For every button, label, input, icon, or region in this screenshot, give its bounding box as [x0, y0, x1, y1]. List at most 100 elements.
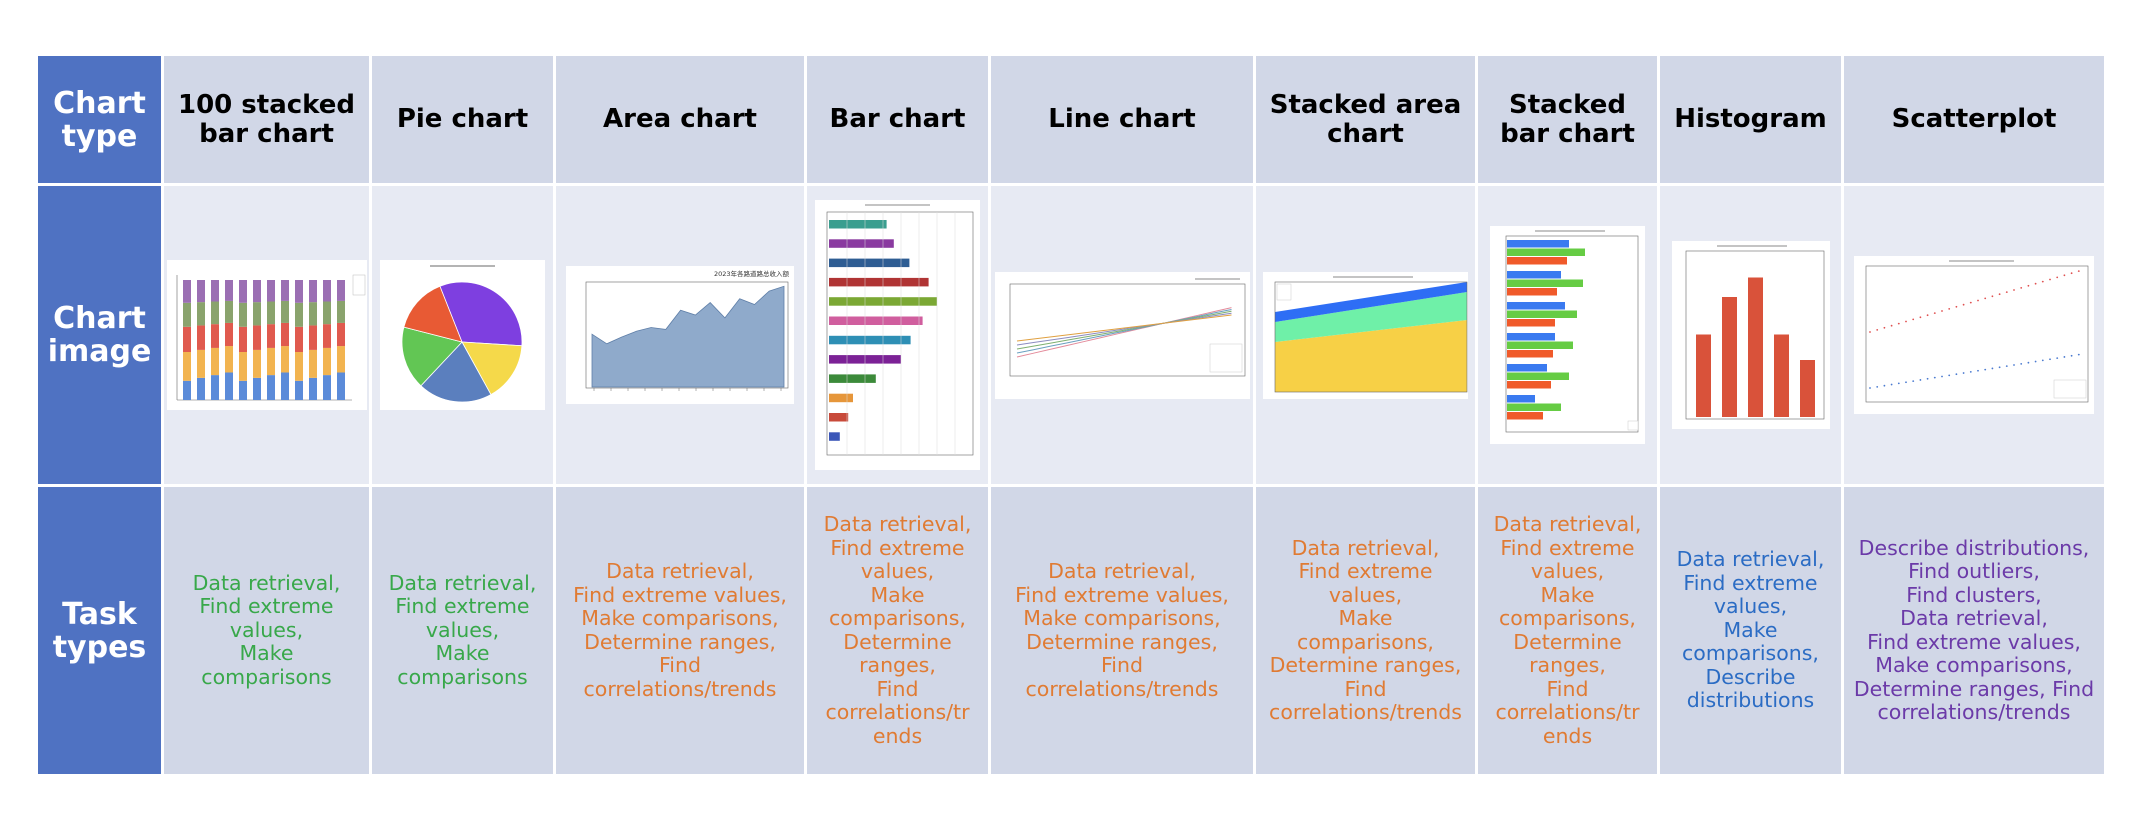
scatter-point: [1998, 293, 2001, 296]
scatter-point: [1977, 299, 1979, 302]
scatter-point: [2027, 284, 2030, 287]
thumbnail-histogram: [1671, 241, 1830, 429]
tasks-stacked-area-chart: Data retrieval, Find extreme values, Mak…: [1256, 487, 1475, 774]
scatter-point: [2020, 287, 2023, 289]
stacked-bar-segment: [210, 375, 219, 400]
stacked-bar-segment: [224, 346, 233, 373]
stacked-bar-segment: [266, 375, 275, 400]
header-scatterplot: Scatterplot: [1844, 56, 2104, 183]
stacked-bar-segment: [280, 280, 289, 301]
chart-type-table: Chart type 100 stacked bar chart Pie cha…: [35, 53, 2107, 777]
scatter-point: [2063, 356, 2066, 358]
header-bar-chart: Bar chart: [807, 56, 988, 183]
scatter-point: [2049, 278, 2051, 281]
stacked-bar-segment: [252, 302, 261, 326]
header-area-chart: Area chart: [556, 56, 804, 183]
line-series: [1016, 312, 1232, 345]
scatter-point: [1941, 310, 1943, 312]
thumbnail-scatterplot: [1854, 256, 2094, 414]
stacked-bar-segment: [196, 325, 205, 350]
image-cell-pie: [372, 186, 553, 484]
stacked-bar-segment: [294, 380, 303, 400]
scatter-point: [2041, 280, 2044, 283]
image-cell-bar: [807, 186, 988, 484]
stacked-bar: [1507, 381, 1551, 389]
tasks-100-stacked-bar-chart: Data retrieval, Find extreme values, Mak…: [164, 487, 369, 774]
horizontal-bar: [829, 277, 929, 287]
pie-slice: [403, 285, 463, 343]
line-series: [1016, 310, 1232, 349]
tasks-area-chart: Data retrieval, Find extreme values, Mak…: [556, 487, 804, 774]
stacked-bar-segment: [294, 280, 303, 303]
scatter-point: [2005, 291, 2008, 293]
header-100-stacked-bar-chart: 100 stacked bar chart: [164, 56, 369, 183]
stacked-bar: [1507, 288, 1557, 296]
horizontal-bar: [829, 413, 849, 422]
scatter-point: [1969, 301, 1972, 304]
stacked-bar-segment: [196, 280, 205, 303]
row-label-chart-type: Chart type: [38, 56, 161, 183]
tasks-bar-chart: Data retrieval, Find extreme values, Mak…: [807, 487, 988, 774]
stacked-bar: [1507, 395, 1535, 403]
scatter-point: [1869, 387, 1871, 389]
stacked-bar-segment: [266, 280, 275, 302]
stacked-bar: [1507, 364, 1547, 372]
row-label-chart-image: Chart image: [38, 186, 161, 484]
stacked-bar-segment: [322, 280, 331, 302]
stacked-bar-segment: [322, 301, 331, 325]
stacked-bar-segment: [280, 372, 289, 400]
stacked-bar-segment: [182, 352, 191, 381]
scatter-point: [1977, 369, 1979, 372]
histogram-bar: [1695, 334, 1711, 417]
scatter-point: [2034, 282, 2037, 285]
row-label-task-types: Task types: [38, 487, 161, 774]
horizontal-bar: [829, 258, 910, 268]
stacked-bar-segment: [266, 324, 275, 348]
scatter-point: [1984, 368, 1987, 371]
stacked-bar: [1507, 257, 1567, 265]
area-fill: [591, 285, 785, 388]
histogram-bar: [1747, 277, 1763, 417]
scatter-point: [1933, 312, 1936, 314]
image-cell-area: 2023年各路道路总收入额: [556, 186, 804, 484]
scatter-point: [1897, 322, 1900, 325]
stacked-bar: [1507, 403, 1561, 411]
chart-image-row: Chart image: [38, 186, 2104, 484]
stacked-bar: [1507, 350, 1553, 358]
pie-slice: [461, 341, 523, 396]
scatter-point: [2020, 362, 2023, 365]
scatter-point: [1962, 372, 1965, 374]
image-cell-stacked-bar: [1478, 186, 1657, 484]
stacked-bar-segment: [336, 372, 345, 400]
scatter-point: [1876, 329, 1879, 331]
scatter-point: [1890, 383, 1893, 386]
scatter-point: [2013, 364, 2015, 366]
stacked-bar-segment: [224, 280, 233, 301]
stacked-bar: [1507, 302, 1565, 310]
line-series: [1016, 314, 1232, 341]
histogram-bar: [1799, 360, 1815, 417]
stacked-bar: [1507, 248, 1585, 256]
tasks-stacked-bar-chart: Data retrieval, Find extreme values, Mak…: [1478, 487, 1657, 774]
scatter-point: [1962, 303, 1965, 306]
scatter-point: [2034, 360, 2037, 363]
stacked-bar-segment: [182, 326, 191, 352]
scatter-point: [2056, 276, 2059, 279]
stacked-bar-segment: [182, 302, 191, 327]
header-histogram: Histogram: [1660, 56, 1841, 183]
stacked-bar: [1507, 240, 1569, 248]
scatter-point: [2013, 289, 2015, 291]
scatter-point: [2049, 358, 2051, 361]
stacked-bar-segment: [266, 347, 275, 376]
stacked-bar-segment: [308, 325, 317, 350]
stacked-bar-segment: [308, 377, 317, 400]
histogram-bar: [1721, 297, 1737, 417]
horizontal-bar: [829, 374, 876, 383]
pie-slice: [420, 341, 492, 403]
scatter-point: [1912, 318, 1915, 321]
stacked-bar-segment: [308, 349, 317, 378]
stacked-bar: [1507, 333, 1555, 341]
thumbnail-line-chart: [994, 271, 1250, 399]
scatter-point: [1883, 384, 1886, 387]
thumbnail-area-chart: 2023年各路道路总收入额: [566, 266, 794, 404]
